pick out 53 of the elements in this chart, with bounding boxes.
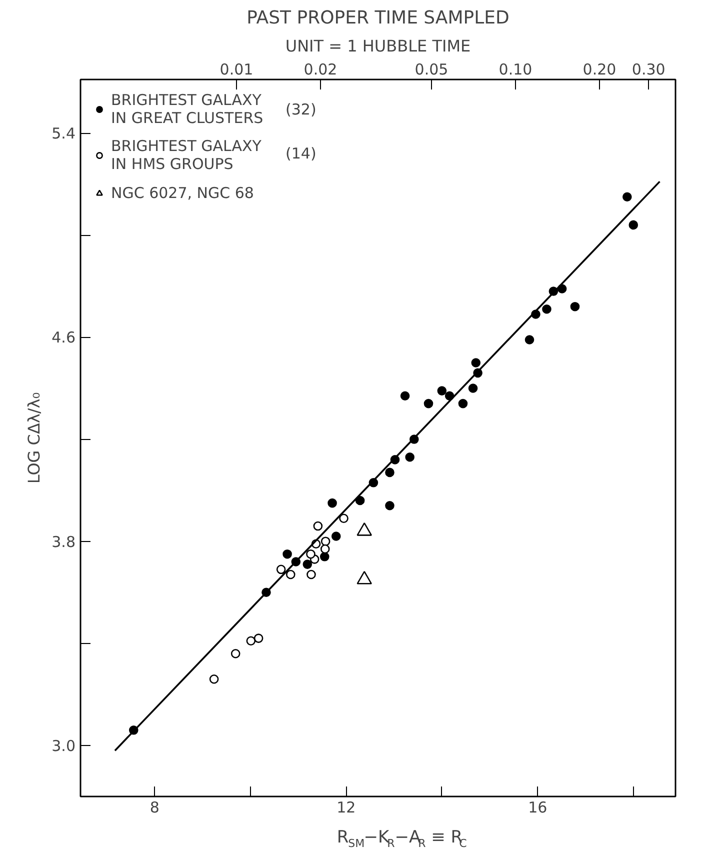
point [276,564,286,574]
y-axis-title: LOG CΔλ/λ₀ [24,392,44,484]
x2-tick-label: 0.01 [220,60,254,78]
x2-tick-label: 0.30 [632,60,666,78]
point [542,304,552,314]
point [320,552,330,562]
legend-label: NGC 6027, NGC 68 [111,184,254,202]
point [339,514,348,524]
x-tick-label: 16 [528,798,548,816]
point [246,636,256,646]
point [570,302,580,312]
x-tick-label: 12 [336,798,356,816]
point [524,335,534,344]
point [400,391,410,401]
point [254,634,264,643]
point [331,532,341,541]
annotation: (14) [286,144,316,162]
point [405,452,414,462]
chart-title: PAST PROPER TIME SAMPLED [246,8,510,28]
point [468,384,478,393]
y-tick-label: 4.6 [52,328,76,347]
y-tick-label: 5.4 [52,124,76,143]
legend-label: BRIGHTEST GALAXY IN GREAT CLUSTERS [111,91,264,127]
point [355,496,365,506]
point [424,398,434,408]
point [320,536,330,546]
y-tick-label: 3.0 [52,736,76,755]
x2-tick-label: 0.10 [498,60,532,78]
x2-tick-label: 0.02 [304,60,338,78]
point [313,521,323,531]
legend-label: BRIGHTEST GALAXY IN HMS GROUPS [111,137,262,173]
point [437,386,447,396]
y-tick-label: 3.8 [52,532,76,551]
x2-tick-label: 0.05 [414,60,448,78]
point [622,192,632,202]
x2-axis-title: UNIT = 1 HUBBLE TIME [285,36,471,56]
point [628,220,638,230]
point [209,674,219,684]
point [306,549,316,559]
point [302,560,312,569]
x2-tick-label: 0.20 [582,60,616,78]
point [458,398,468,408]
point [471,358,481,368]
point [286,570,296,580]
annotation: (32) [286,100,316,118]
point [282,549,292,559]
point [328,498,337,508]
point [385,500,394,510]
x-tick-label: 8 [150,798,160,816]
point [230,648,240,658]
point [306,570,316,580]
point [320,544,330,554]
point [385,468,394,478]
